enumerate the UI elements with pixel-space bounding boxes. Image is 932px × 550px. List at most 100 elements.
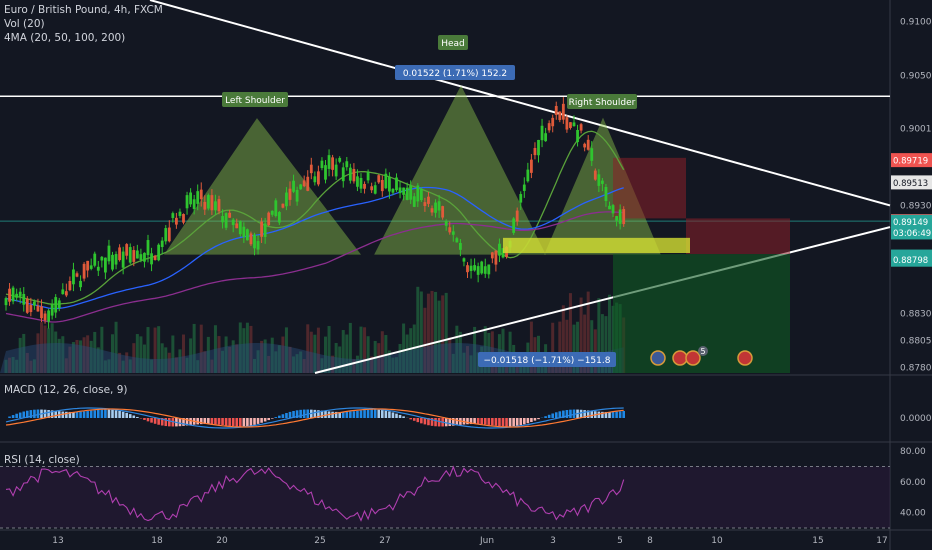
macd-bar bbox=[146, 418, 150, 422]
macd-bar bbox=[185, 418, 189, 426]
candle-body bbox=[483, 266, 487, 274]
volume-bar bbox=[345, 334, 349, 373]
candle-body bbox=[4, 298, 8, 306]
volume-bar bbox=[338, 346, 342, 373]
volume-bar bbox=[43, 325, 47, 373]
macd-bar bbox=[569, 409, 572, 418]
candle-body bbox=[398, 187, 402, 194]
candle-body bbox=[402, 187, 405, 195]
volume-bar bbox=[57, 338, 61, 373]
event-count-badge bbox=[698, 346, 708, 356]
candle-body bbox=[455, 238, 459, 243]
candle-body bbox=[231, 219, 235, 226]
time-tick-label: 10 bbox=[711, 536, 723, 546]
macd-bar bbox=[444, 418, 448, 427]
candle-body bbox=[309, 164, 313, 174]
candle-body bbox=[544, 133, 547, 142]
macd-bar bbox=[217, 418, 221, 425]
candle-body bbox=[459, 242, 462, 250]
volume-bar bbox=[593, 329, 597, 373]
volume-bar bbox=[29, 360, 33, 373]
macd-bar bbox=[178, 418, 182, 427]
macd-bar bbox=[270, 418, 274, 419]
moving-averages-label[interactable]: 4MA (20, 50, 100, 200) bbox=[4, 32, 126, 44]
event-count-text: 5 bbox=[700, 347, 705, 356]
volume-bar bbox=[8, 357, 12, 373]
candle-body bbox=[356, 176, 359, 187]
time-tick-label: 8 bbox=[647, 536, 653, 546]
macd-pane-label[interactable]: MACD (12, 26, close, 9) bbox=[4, 384, 128, 396]
ascending-trendline bbox=[314, 226, 891, 374]
candle-body bbox=[373, 185, 377, 194]
macd-bar bbox=[338, 411, 341, 418]
candle-body bbox=[554, 105, 558, 115]
head-label-bg bbox=[438, 35, 468, 50]
volume-bar bbox=[217, 336, 221, 373]
rsi-pane-label[interactable]: RSI (14, close) bbox=[4, 454, 80, 466]
candle-body bbox=[490, 252, 494, 259]
macd-tick-label: 0.00000 bbox=[900, 414, 932, 424]
candle-body bbox=[515, 210, 519, 222]
volume-bar bbox=[327, 326, 331, 373]
macd-bar bbox=[267, 418, 270, 421]
macd-bar bbox=[466, 418, 469, 425]
macd-bar bbox=[498, 418, 501, 427]
volume-bar bbox=[260, 340, 264, 373]
candle-body bbox=[313, 176, 317, 183]
candle-body bbox=[164, 228, 168, 242]
volume-bar bbox=[288, 346, 292, 373]
volume-bar bbox=[61, 336, 65, 373]
candle-body bbox=[462, 258, 466, 262]
candle-body bbox=[196, 191, 200, 204]
volume-bar bbox=[267, 355, 271, 373]
candle-body bbox=[100, 256, 104, 261]
volume-bar bbox=[292, 356, 296, 373]
macd-bar bbox=[384, 410, 388, 418]
macd-bar bbox=[455, 418, 459, 426]
candle-body bbox=[61, 289, 65, 295]
volume-bar bbox=[238, 322, 242, 373]
candle-body bbox=[519, 194, 523, 203]
candle-body bbox=[352, 168, 356, 182]
volume-bar bbox=[501, 328, 505, 373]
volume-bar bbox=[416, 286, 420, 373]
candle-body bbox=[281, 203, 285, 208]
candle-body bbox=[253, 234, 256, 249]
right-shoulder-label: Right Shoulder bbox=[569, 98, 636, 108]
volume-bar bbox=[466, 346, 469, 373]
volume-bar bbox=[249, 325, 253, 373]
candle-body bbox=[434, 202, 437, 213]
volume-bar bbox=[111, 334, 114, 373]
volume-bar bbox=[426, 293, 430, 373]
macd-bar bbox=[256, 418, 260, 424]
time-tick-label: 25 bbox=[314, 536, 325, 546]
macd-bar bbox=[47, 410, 50, 418]
measure-up-label-bg bbox=[395, 65, 515, 80]
candle-body bbox=[597, 174, 601, 186]
macd-bar bbox=[345, 411, 349, 418]
volume-bar bbox=[128, 359, 132, 373]
volume-bar bbox=[458, 331, 462, 373]
candle-body bbox=[444, 221, 448, 226]
candle-body bbox=[295, 189, 299, 202]
price-tag-text: 0.89513 bbox=[893, 179, 928, 189]
macd-bar bbox=[473, 418, 476, 425]
measure-up-label: 0.01522 (1.71%) 152.2 bbox=[403, 69, 507, 79]
volume-bar bbox=[32, 359, 36, 373]
volume-bar bbox=[451, 353, 455, 373]
volume-indicator-label[interactable]: Vol (20) bbox=[4, 18, 45, 30]
macd-bar bbox=[68, 411, 72, 418]
candle-body bbox=[423, 202, 427, 206]
macd-bar bbox=[128, 414, 132, 418]
volume-bar bbox=[270, 337, 274, 373]
macd-bar bbox=[565, 409, 569, 418]
macd-bar bbox=[249, 418, 253, 426]
macd-bar bbox=[221, 418, 224, 426]
candle-body bbox=[157, 244, 161, 261]
candle-body bbox=[306, 176, 310, 191]
volume-bar bbox=[551, 322, 555, 373]
volume-bar bbox=[142, 344, 146, 373]
